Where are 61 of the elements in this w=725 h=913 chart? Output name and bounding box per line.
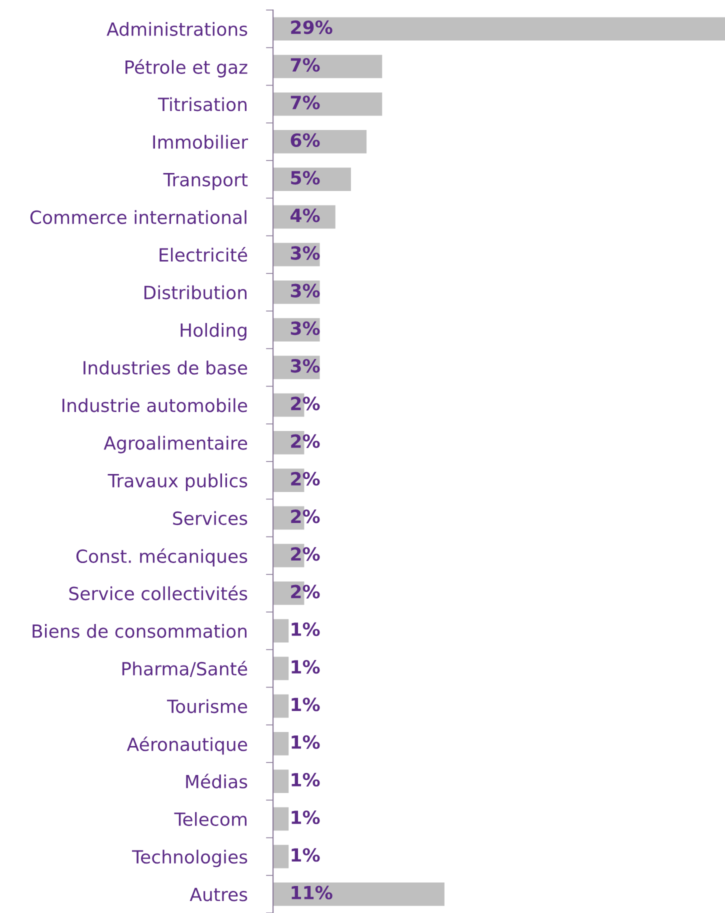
- bar: [273, 694, 289, 718]
- y-tick-label: Administrations: [106, 22, 248, 36]
- y-tick-label: Distribution: [144, 285, 247, 300]
- data-label: 29%: [291, 20, 332, 34]
- y-tick-label: Biens de consommation: [32, 624, 247, 638]
- data-label: 3%: [290, 321, 320, 336]
- data-label: 1%: [292, 735, 320, 749]
- bar: [273, 807, 289, 831]
- data-label: 1%: [292, 772, 320, 787]
- data-label: 2%: [291, 434, 320, 448]
- y-tick-label: Titrisation: [158, 97, 247, 112]
- bar: [273, 882, 444, 906]
- data-label: 6%: [290, 133, 320, 147]
- data-label: 2%: [291, 396, 320, 410]
- data-label: 5%: [291, 170, 320, 185]
- data-label: 2%: [291, 584, 320, 598]
- data-label: 4%: [290, 208, 320, 222]
- y-tick-label: Autres: [190, 888, 248, 902]
- y-tick-label: Agroalimentaire: [104, 436, 248, 454]
- bar: [273, 732, 289, 756]
- y-tick-label: Immobilier: [153, 134, 248, 149]
- y-tick-label: Travaux publics: [108, 473, 248, 491]
- data-label: 3%: [290, 284, 320, 298]
- data-label: 2%: [291, 547, 320, 561]
- bar: [273, 656, 289, 680]
- y-tick-label: Technologies: [132, 850, 248, 868]
- y-tick-label: Services: [173, 511, 248, 526]
- data-label: 11%: [292, 886, 332, 900]
- bar: [273, 130, 367, 154]
- y-tick-label: Commerce international: [30, 210, 246, 224]
- data-label: 1%: [292, 698, 320, 712]
- bar: [273, 17, 725, 41]
- data-label: 2%: [291, 472, 320, 486]
- bar: [273, 168, 351, 192]
- y-tick-label: Médias: [186, 774, 248, 788]
- y-tick-label: Industrie automobile: [62, 398, 248, 412]
- data-label: 3%: [290, 359, 320, 373]
- data-label: 7%: [290, 96, 320, 110]
- data-label: 2%: [291, 510, 320, 524]
- data-label: 3%: [290, 246, 320, 260]
- data-label: 1%: [292, 622, 320, 636]
- y-tick-label: Const. mécaniques: [76, 548, 248, 567]
- data-label: 1%: [292, 660, 320, 674]
- data-label: 1%: [292, 810, 320, 824]
- y-tick-label: Pétrole et gaz: [126, 59, 248, 78]
- y-tick-label: Transport: [163, 173, 248, 190]
- y-tick-label: Holding: [180, 322, 246, 340]
- bar: [273, 844, 289, 868]
- bar: [273, 54, 382, 78]
- y-tick-label: Tourisme: [166, 699, 248, 714]
- y-tick-label: Aéronautique: [126, 736, 248, 755]
- bar: [273, 92, 382, 116]
- y-tick-label: Service collectivités: [69, 586, 248, 600]
- y-tick-label: Electricité: [160, 247, 248, 262]
- data-label: 1%: [292, 848, 320, 862]
- data-label: 7%: [290, 58, 320, 72]
- bar: [273, 770, 289, 793]
- y-tick-label: Industries de base: [84, 360, 248, 375]
- y-tick-label: Pharma/Santé: [122, 660, 248, 677]
- bar: [273, 619, 289, 642]
- y-tick-label: Telecom: [174, 812, 246, 826]
